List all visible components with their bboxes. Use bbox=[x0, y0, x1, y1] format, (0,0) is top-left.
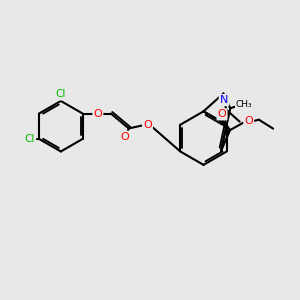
Text: Cl: Cl bbox=[56, 89, 66, 99]
Text: O: O bbox=[121, 132, 130, 142]
Text: N: N bbox=[220, 95, 228, 105]
Text: O: O bbox=[94, 109, 102, 118]
Text: O: O bbox=[244, 116, 253, 127]
Text: Cl: Cl bbox=[25, 134, 35, 144]
Text: CH₃: CH₃ bbox=[236, 100, 253, 109]
Text: O: O bbox=[218, 109, 226, 119]
Text: O: O bbox=[143, 121, 152, 130]
